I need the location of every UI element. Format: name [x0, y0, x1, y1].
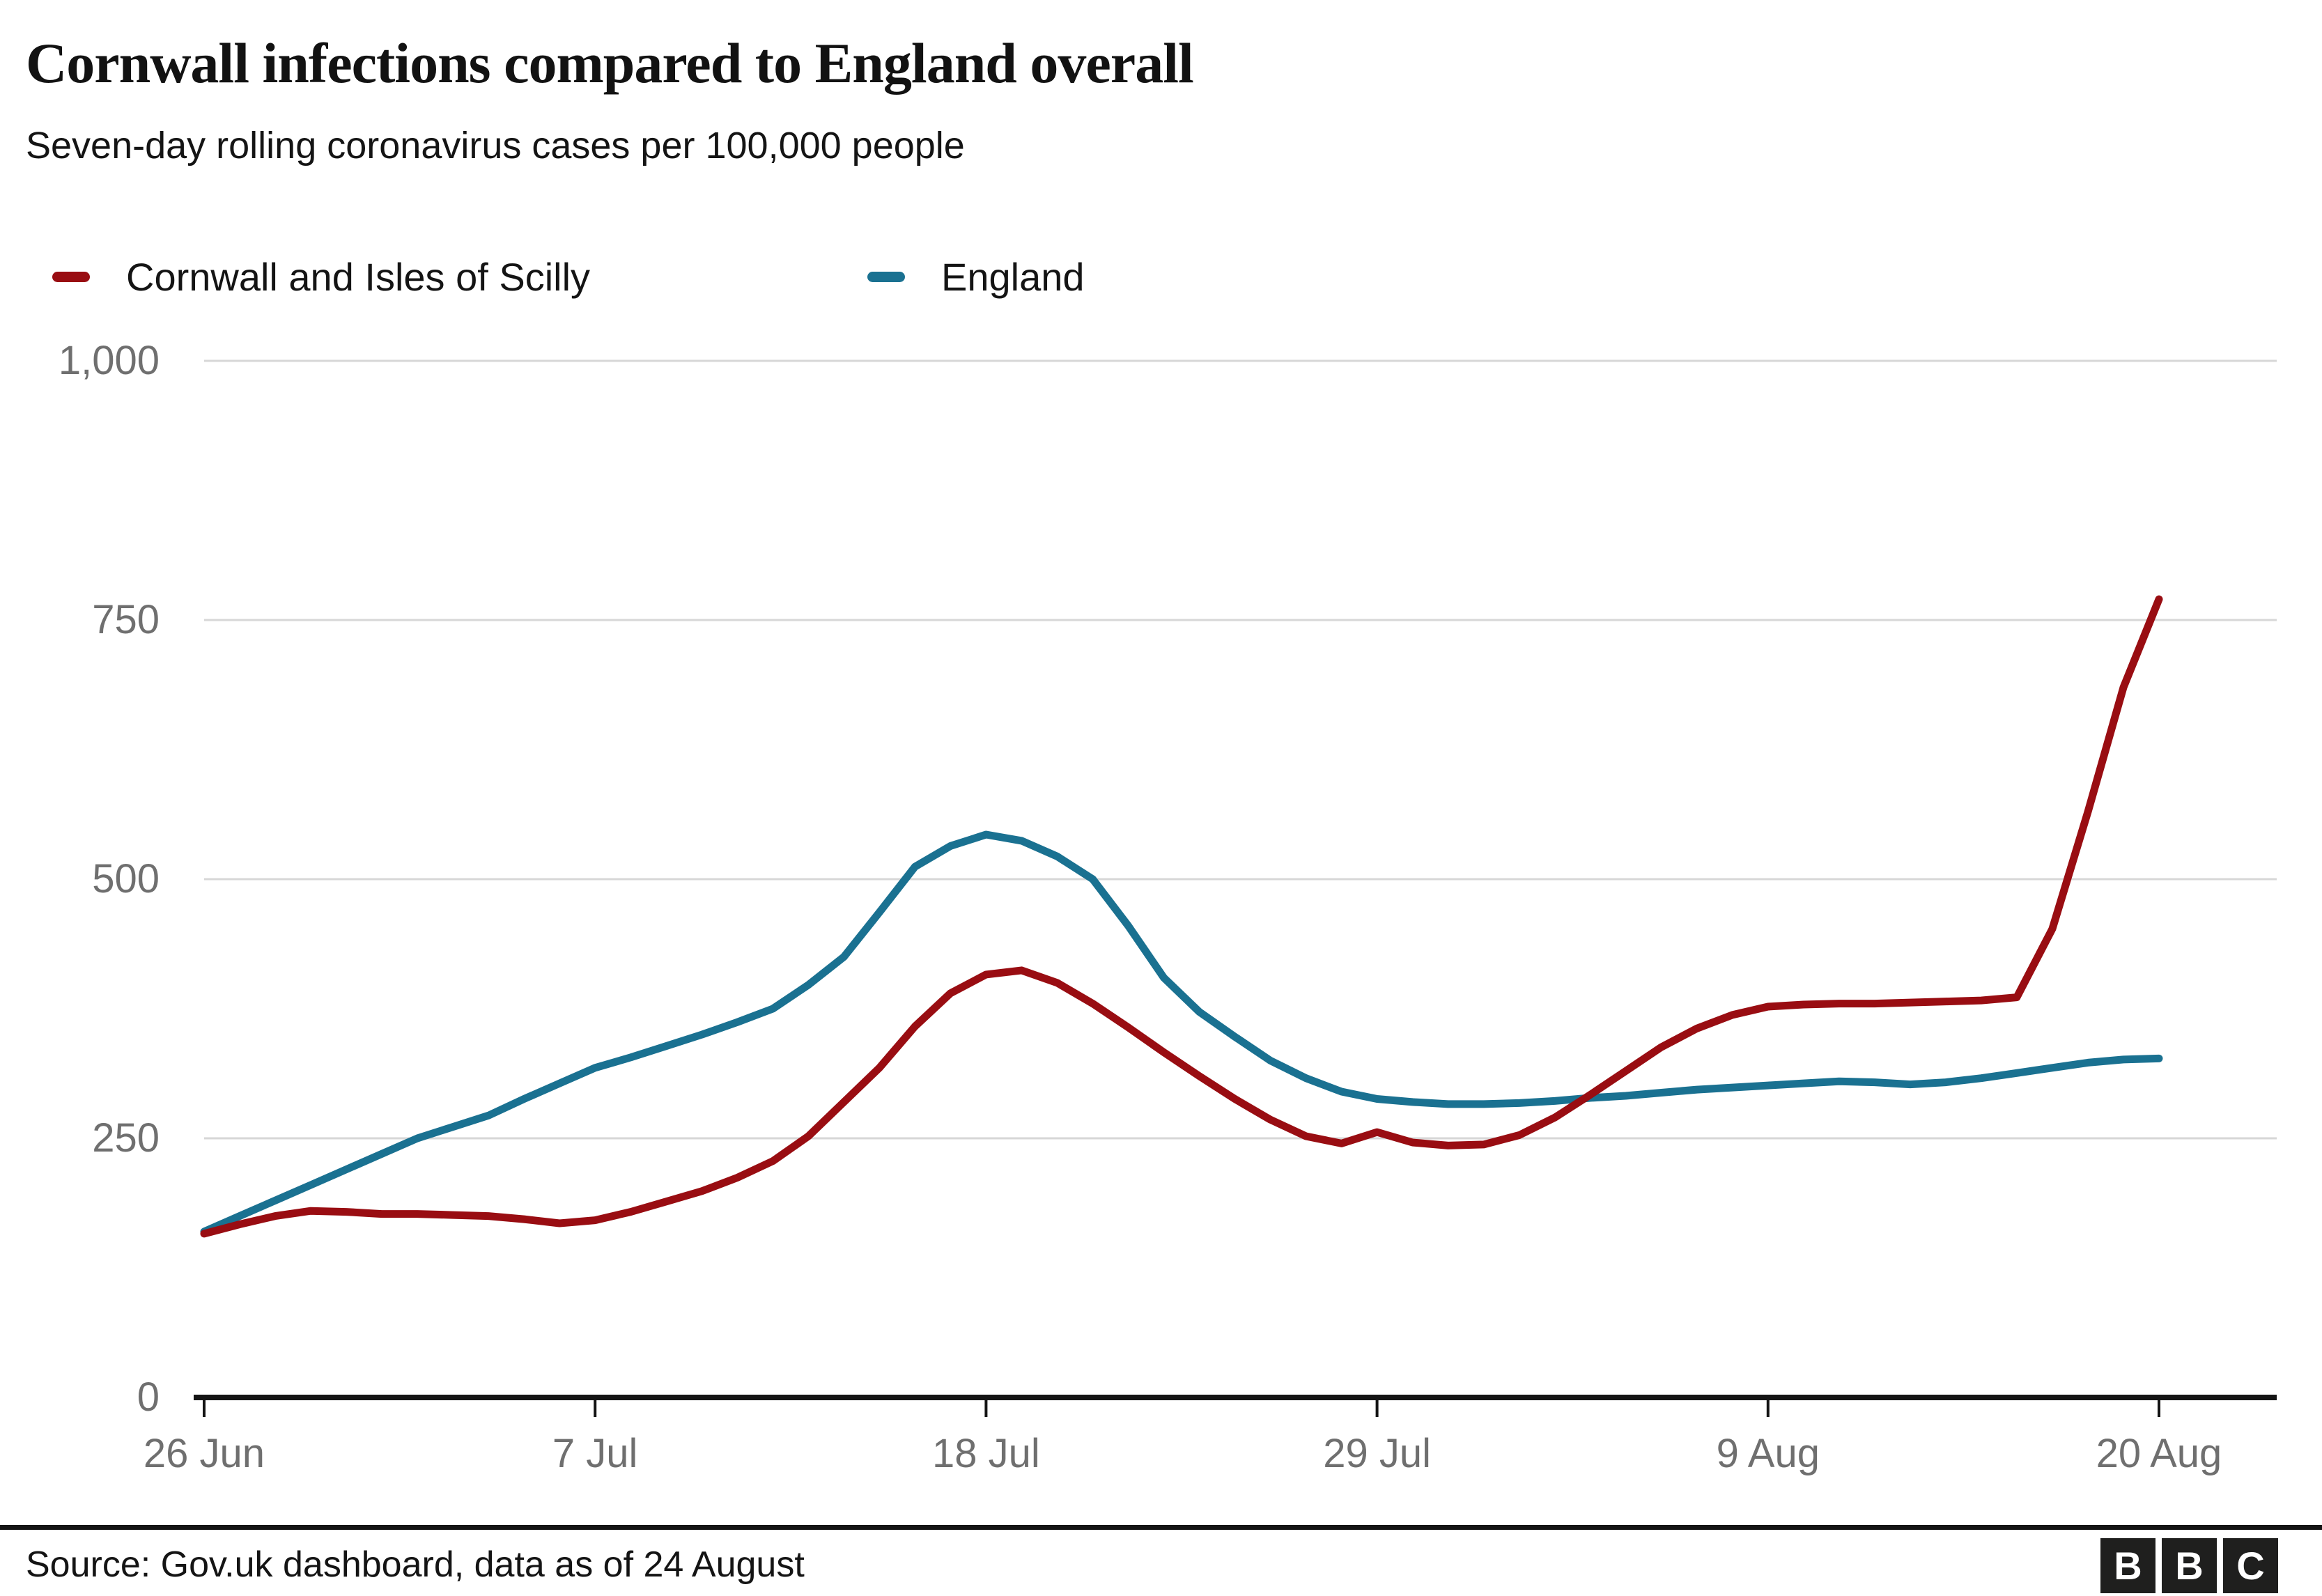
x-tick-label: 9 Aug: [1716, 1431, 1820, 1476]
footer-divider: [0, 1525, 2322, 1530]
y-tick-label: 0: [137, 1374, 160, 1420]
x-tick-label: 26 Jun: [143, 1431, 265, 1476]
y-tick-label: 750: [92, 597, 160, 642]
x-tick-label: 20 Aug: [2096, 1431, 2222, 1476]
legend-item-cornwall: Cornwall and Isles of Scilly: [52, 252, 590, 301]
cornwall-series-swatch-icon: [52, 271, 90, 282]
legend-item-england: England: [867, 252, 1085, 301]
y-tick-label: 250: [92, 1115, 160, 1161]
series-path-cornwall: [200, 595, 2163, 1238]
y-tick-label: 1,000: [58, 338, 160, 383]
page-title: Cornwall infections compared to England …: [26, 31, 1194, 95]
chart-legend: Cornwall and Isles of Scilly England: [0, 252, 2322, 301]
legend-label-cornwall: Cornwall and Isles of Scilly: [126, 254, 591, 299]
x-tick-label: 7 Jul: [552, 1431, 638, 1476]
chart-subtitle: Seven-day rolling coronavirus cases per …: [26, 125, 965, 166]
bbc-logo-letter: C: [2223, 1538, 2278, 1593]
x-tick-label: 18 Jul: [932, 1431, 1040, 1476]
bbc-logo: B B C: [2100, 1538, 2278, 1593]
x-tick-label: 29 Jul: [1323, 1431, 1431, 1476]
bbc-logo-letter: B: [2162, 1538, 2217, 1593]
legend-label-england: England: [941, 254, 1085, 299]
source-credit: Source: Gov.uk dashboard, data as of 24 …: [26, 1544, 805, 1585]
series-path-england: [200, 830, 2163, 1236]
y-tick-label: 500: [92, 856, 160, 901]
bbc-logo-letter: B: [2100, 1538, 2155, 1593]
england-series-swatch-icon: [867, 271, 905, 282]
